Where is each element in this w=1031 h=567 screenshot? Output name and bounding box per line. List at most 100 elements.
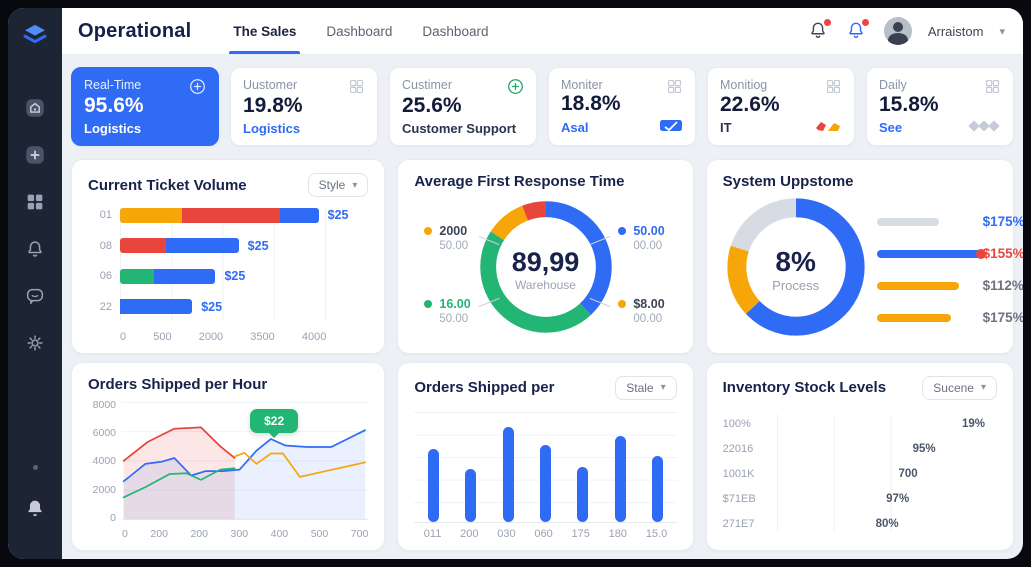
kpi-value: 22.6% <box>720 92 780 116</box>
sidebar-chat-icon[interactable] <box>23 284 47 308</box>
bar-segment-blue <box>120 299 193 314</box>
app-logo-icon[interactable] <box>21 22 49 50</box>
row-label: 1001K <box>722 467 755 480</box>
bar-value-label: $25 <box>247 238 269 253</box>
sidebar-grid-icon[interactable] <box>23 190 47 214</box>
line-x-axis: 0 200 200 300 400 500 700 <box>122 528 369 540</box>
bar-segment-blue <box>153 268 216 284</box>
flag-spark-icon <box>659 118 683 136</box>
response-time-donut: 89,99 Warehouse <box>478 199 614 340</box>
notification-bell-icon[interactable] <box>808 19 831 42</box>
bar-value-label: 19% <box>962 417 986 430</box>
uptime-donut: 8% Process <box>725 196 867 343</box>
alerts-bell-icon[interactable] <box>846 19 869 42</box>
sidebar-bell-icon[interactable] <box>23 237 47 261</box>
bar-segment-orange <box>120 207 182 223</box>
bar-segment-blue <box>166 238 239 253</box>
bar-value-label: 95% <box>912 442 936 455</box>
circle-plus-green-icon[interactable] <box>507 78 524 95</box>
grid-icon[interactable] <box>348 78 365 95</box>
tab-0[interactable]: The Sales <box>229 8 301 54</box>
row-label: 22016 <box>722 442 754 455</box>
tab-2[interactable]: Dashboard <box>422 23 489 39</box>
kpi-card-5[interactable]: Daily 15.8% See <box>866 67 1014 146</box>
ticket-volume-row-22: 22 $25 <box>88 299 368 315</box>
tab-1[interactable]: Dashboard <box>326 23 393 39</box>
inventory-card: Inventory Stock Levels Sucene ▾ 100% 19% … <box>705 361 1014 551</box>
line-tooltip: $22 <box>250 408 299 433</box>
grid-icon[interactable] <box>984 78 1001 95</box>
sidebar-home-icon[interactable] <box>23 96 47 120</box>
kpi-card-4[interactable]: Monitiog 22.6% IT <box>707 67 855 146</box>
page-title: Operational <box>78 19 192 42</box>
uptime-legend-row-3: $175% <box>876 310 1023 325</box>
inventory-gridlines <box>776 413 947 532</box>
inventory-dropdown[interactable]: Sucene ▾ <box>922 375 997 400</box>
kpi-footer-label: Customer Support <box>402 121 517 136</box>
bar-15.0 <box>652 455 664 522</box>
donut-callout-tr: 50.00 00.00 <box>618 224 665 254</box>
kpi-label: Real-Time <box>84 78 142 92</box>
user-name: Arraistom <box>927 23 984 39</box>
sidebar-bell-filled-icon[interactable] <box>23 496 47 520</box>
user-avatar[interactable] <box>883 17 912 45</box>
kpi-footer-label: Asal <box>561 119 589 135</box>
bar-segment-red <box>120 238 167 253</box>
row-label: 01 <box>99 209 112 221</box>
uptime-title: System Uppstome <box>722 173 854 190</box>
kpi-value: 95.6% <box>84 93 144 117</box>
inventory-row-0: 100% 19% <box>723 415 997 432</box>
kpi-card-1[interactable]: Uustomer 19.8% Logistics <box>230 67 378 146</box>
ticket-volume-x-axis: 0 500 2000 3500 4000 <box>120 331 327 343</box>
donut-callout-bl: 16.00 50.00 <box>424 297 471 327</box>
donut-callout-tl: 2000 50.00 <box>424 224 468 254</box>
sidebar <box>8 8 62 559</box>
bar-030 <box>502 426 514 522</box>
ticket-volume-card: Current Ticket Volume Style ▾ 01 $25 08 $… <box>71 159 386 354</box>
bar-value-label: 97% <box>886 492 910 505</box>
kpi-footer-label: Logistics <box>84 121 142 136</box>
kpi-value: 19.8% <box>243 93 303 117</box>
orders-bar-dropdown[interactable]: Stale ▾ <box>615 375 677 400</box>
ticket-volume-style-dropdown[interactable]: Style ▾ <box>307 173 369 197</box>
donut-center-label: Warehouse <box>515 278 576 292</box>
inventory-row-2: 1001K 700 <box>723 465 997 482</box>
zigzag-spark-icon <box>814 119 842 136</box>
kpi-footer-label: Logistics <box>243 121 301 136</box>
bar-value-label: 80% <box>875 517 899 530</box>
user-menu-chevron-down-icon[interactable]: ▾ <box>999 25 1005 38</box>
sidebar-add-icon[interactable] <box>23 143 47 167</box>
kpi-value: 15.8% <box>879 92 939 116</box>
nav-tabs: The Sales Dashboard Dashboard <box>229 8 489 54</box>
legend-value: $155% <box>982 246 1023 261</box>
grid-icon[interactable] <box>825 78 842 95</box>
bar-011 <box>427 449 439 522</box>
kpi-label: Moniter <box>561 78 603 92</box>
kpi-card-2[interactable]: Custimer 25.6% Customer Support <box>389 67 537 146</box>
line-y-axis: 8000 6000 4000 2000 0 <box>92 398 116 525</box>
kpi-value: 25.6% <box>402 93 462 117</box>
uptime-legend-row-2: $112% <box>876 278 1023 293</box>
inventory-title: Inventory Stock Levels <box>722 379 887 396</box>
circle-plus-icon[interactable] <box>189 78 206 95</box>
rail-dot <box>32 465 38 470</box>
diamonds-spark-icon <box>967 119 1001 136</box>
donut-center-label: Process <box>772 278 820 293</box>
donut-center-value: 89,99 <box>511 247 580 277</box>
uptime-legend: $175% $155% $112% $175% <box>876 214 1023 325</box>
row-label: $71EB <box>722 492 756 505</box>
kpi-footer-label: See <box>879 120 903 135</box>
kpi-card-3[interactable]: Moniter 18.8% Asal <box>548 67 696 146</box>
response-time-card: Average First Response Time 89,99 Wareho… <box>397 159 694 354</box>
donut-center-value: 8% <box>775 246 816 277</box>
bar-segment-green <box>120 268 154 284</box>
ticket-volume-row-01: 01 $25 <box>88 207 368 223</box>
legend-value: $112% <box>982 278 1023 293</box>
orders-bar-title: Orders Shipped per <box>414 379 555 396</box>
sidebar-settings-icon[interactable] <box>23 331 47 355</box>
uptime-legend-row-1: $155% <box>876 246 1023 261</box>
response-time-title: Average First Response Time <box>414 173 625 190</box>
kpi-card-0[interactable]: Real-Time 95.6% Logistics <box>71 67 219 146</box>
bar-value-label: 700 <box>898 467 918 480</box>
grid-icon[interactable] <box>666 78 683 95</box>
